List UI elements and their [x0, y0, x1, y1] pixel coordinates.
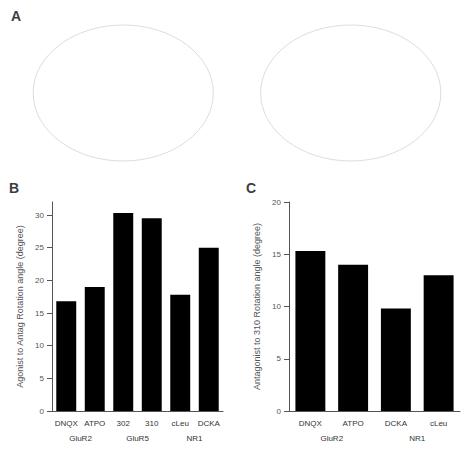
svg-text:DNQX: DNQX [299, 419, 323, 428]
svg-text:C: C [246, 180, 256, 196]
svg-text:B: B [9, 180, 19, 196]
svg-text:310: 310 [145, 419, 159, 428]
svg-text:0: 0 [40, 407, 45, 416]
svg-text:cLeu: cLeu [172, 419, 189, 428]
svg-text:10: 10 [272, 302, 281, 311]
svg-text:DCKA: DCKA [385, 419, 408, 428]
svg-text:cLeu: cLeu [430, 419, 447, 428]
svg-text:GluR2: GluR2 [320, 434, 343, 443]
svg-text:15: 15 [35, 309, 44, 318]
svg-text:25: 25 [35, 243, 44, 252]
svg-text:0: 0 [277, 407, 282, 416]
svg-text:5: 5 [40, 374, 45, 383]
svg-text:20: 20 [272, 198, 281, 207]
svg-text:NR1: NR1 [186, 434, 203, 443]
svg-text:Agonist to Antag Rotation angl: Agonist to Antag Rotation angle (degree) [15, 225, 25, 388]
svg-text:DNQX: DNQX [55, 419, 79, 428]
svg-text:15: 15 [272, 250, 281, 259]
svg-text:GluR5: GluR5 [126, 434, 149, 443]
svg-text:NR1: NR1 [409, 434, 426, 443]
svg-text:5: 5 [277, 354, 282, 363]
svg-text:30: 30 [35, 211, 44, 220]
svg-text:20: 20 [35, 276, 44, 285]
svg-text:A: A [11, 8, 21, 24]
svg-text:DCKA: DCKA [198, 419, 221, 428]
svg-text:ATPO: ATPO [343, 419, 364, 428]
svg-text:GluR2: GluR2 [69, 434, 92, 443]
svg-text:10: 10 [35, 341, 44, 350]
svg-text:ATPO: ATPO [84, 419, 105, 428]
svg-text:302: 302 [117, 419, 131, 428]
svg-text:Antagonist to 310 Rotation ang: Antagonist to 310 Rotation angle (degree… [252, 223, 262, 390]
